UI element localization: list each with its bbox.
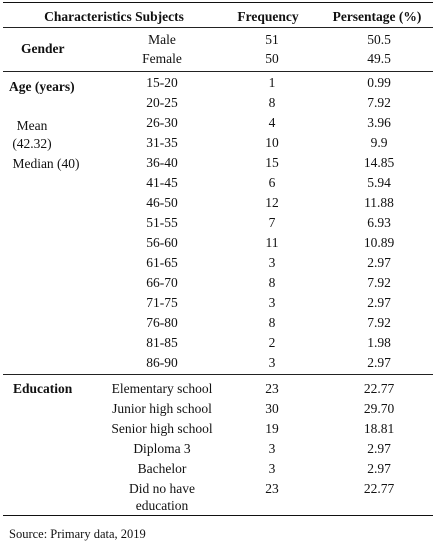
row-frequency: 15	[265, 155, 279, 170]
characteristics-table: Characteristics Subjects Frequency Perse…	[3, 2, 433, 516]
row-category: 41-45	[146, 175, 178, 190]
row-percentage: 2.97	[367, 355, 391, 370]
row-frequency: 50	[265, 51, 279, 66]
row-category: 51-55	[146, 215, 178, 230]
row-percentage: 7.92	[367, 95, 391, 110]
row-category: 20-25	[146, 95, 178, 110]
row-percentage: 9.9	[370, 135, 388, 150]
header-characteristics: Characteristics Subjects	[44, 9, 184, 24]
row-frequency: 30	[265, 401, 279, 416]
row-category: Male	[148, 32, 176, 47]
row-frequency: 3	[268, 461, 276, 476]
row-frequency: 1	[268, 75, 276, 90]
row-frequency: 19	[265, 421, 279, 436]
row-percentage: 22.77	[363, 381, 395, 396]
row-frequency: 8	[268, 275, 276, 290]
row-frequency: 3	[268, 255, 276, 270]
table-bottom-rule	[3, 515, 433, 516]
row-category: 61-65	[146, 255, 178, 270]
row-category: Senior high school	[111, 421, 213, 436]
row-percentage: 6.93	[367, 215, 391, 230]
row-percentage: 22.77	[363, 481, 395, 496]
row-percentage: 7.92	[367, 275, 391, 290]
row-frequency: 8	[268, 315, 276, 330]
row-category: 86-90	[146, 355, 178, 370]
row-percentage: 29.70	[363, 401, 395, 416]
row-frequency: 7	[268, 215, 276, 230]
row-frequency: 12	[265, 195, 279, 210]
row-frequency: 23	[265, 381, 279, 396]
row-percentage: 1.98	[367, 335, 391, 350]
row-category: 81-85	[146, 335, 178, 350]
row-percentage: 2.97	[367, 441, 391, 456]
header-percentage: Persentage (%)	[332, 9, 422, 24]
age-section-rule	[3, 374, 433, 375]
row-percentage: 2.97	[367, 255, 391, 270]
row-category: 76-80	[146, 315, 178, 330]
row-category: 15-20	[146, 75, 178, 90]
row-category: Elementary school	[111, 381, 213, 396]
row-frequency: 11	[265, 235, 279, 250]
row-category: Junior high school	[112, 401, 212, 416]
age-label: Age (years)	[9, 79, 75, 94]
row-frequency: 6	[268, 175, 276, 190]
header-frequency: Frequency	[237, 9, 299, 24]
row-category: Bachelor	[137, 461, 187, 476]
row-category: Diploma 3	[133, 441, 191, 456]
row-frequency: 8	[268, 95, 276, 110]
source-note: Source: Primary data, 2019	[9, 527, 146, 541]
row-frequency: 51	[265, 32, 279, 47]
row-frequency: 3	[268, 295, 276, 310]
table-top-rule	[3, 2, 433, 3]
education-label: Education	[13, 381, 73, 396]
row-percentage: 50.5	[367, 32, 391, 47]
row-category: 66-70	[146, 275, 178, 290]
row-category: 31-35	[146, 135, 178, 150]
row-percentage: 11.88	[364, 195, 394, 210]
row-category-line2: education	[135, 498, 189, 513]
row-category: Did no have	[129, 481, 195, 496]
row-frequency: 3	[268, 355, 276, 370]
row-percentage: 2.97	[367, 461, 391, 476]
row-percentage: 14.85	[363, 155, 395, 170]
row-frequency: 3	[268, 441, 276, 456]
row-category: 71-75	[146, 295, 178, 310]
age-mean-label: Mean	[16, 118, 48, 133]
row-frequency: 10	[265, 135, 279, 150]
row-percentage: 3.96	[367, 115, 391, 130]
row-frequency: 23	[265, 481, 279, 496]
gender-label: Gender	[21, 41, 65, 56]
row-percentage: 18.81	[363, 421, 395, 436]
row-category: 36-40	[146, 155, 178, 170]
row-category: 26-30	[146, 115, 178, 130]
row-frequency: 2	[268, 335, 276, 350]
age-mean-value: (42.32)	[12, 136, 52, 151]
row-percentage: 0.99	[367, 75, 391, 90]
row-percentage: 49.5	[367, 51, 391, 66]
age-median: Median (40)	[12, 156, 80, 171]
row-category: Female	[142, 51, 182, 66]
gender-section-rule	[3, 71, 433, 72]
row-percentage: 7.92	[367, 315, 391, 330]
row-category: 56-60	[146, 235, 178, 250]
row-percentage: 10.89	[363, 235, 395, 250]
row-percentage: 2.97	[367, 295, 391, 310]
row-percentage: 5.94	[367, 175, 391, 190]
row-frequency: 4	[268, 115, 276, 130]
row-category: 46-50	[146, 195, 178, 210]
header-rule	[3, 27, 433, 28]
